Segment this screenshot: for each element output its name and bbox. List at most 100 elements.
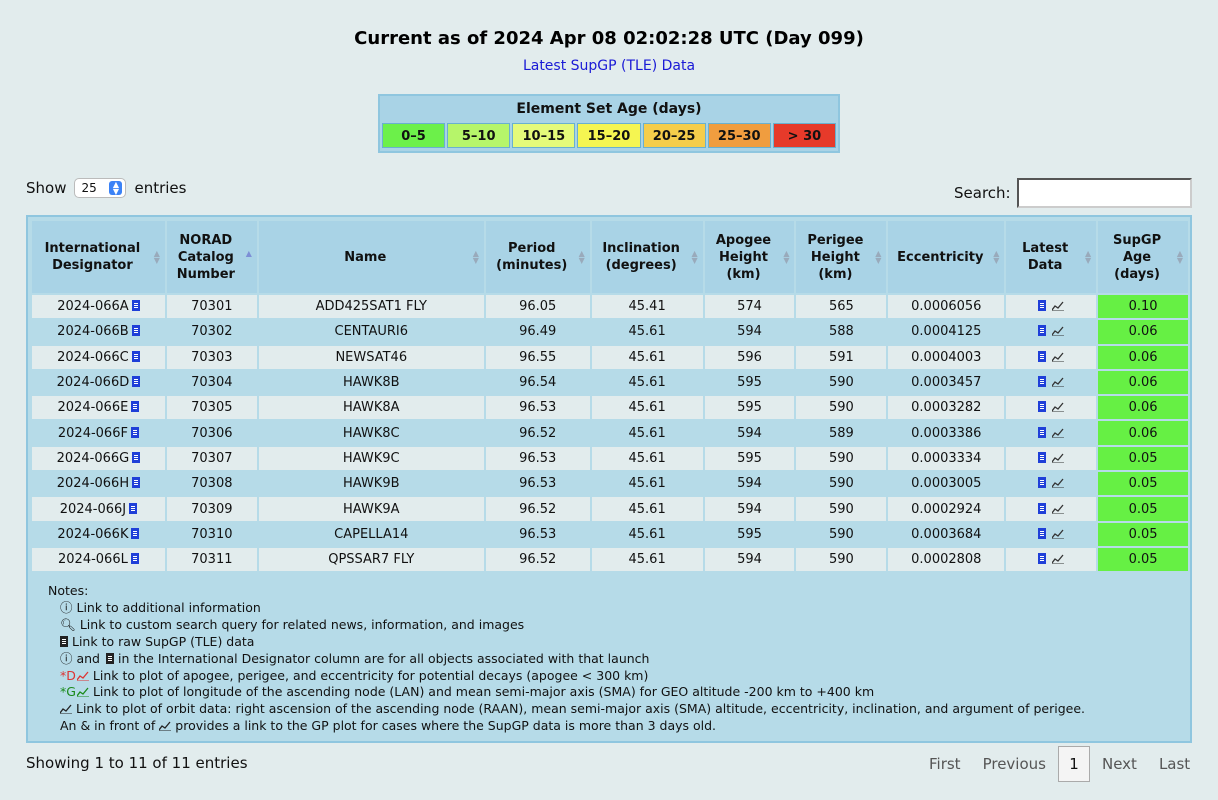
column-header[interactable]: Apogee Height (km) ▲ ▼	[704, 221, 795, 293]
designator-text: 2024-066D	[56, 375, 130, 391]
norad-cell: 70302	[166, 320, 257, 344]
period-cell: 96.55	[485, 345, 590, 369]
document-icon[interactable]	[1038, 300, 1047, 312]
column-header[interactable]: Name ▲ ▼	[258, 221, 484, 293]
orbit-chart-icon[interactable]	[1052, 478, 1065, 489]
document-icon[interactable]	[1038, 325, 1047, 337]
search-input[interactable]	[1016, 178, 1192, 208]
orbit-chart-icon[interactable]	[1052, 453, 1065, 463]
document-icon[interactable]	[1038, 401, 1047, 413]
previous-page-button[interactable]: Previous	[982, 755, 1046, 773]
orbit-chart-icon[interactable]	[1052, 402, 1065, 413]
last-page-button[interactable]: Last	[1158, 755, 1191, 773]
column-header-label: SupGP	[1112, 232, 1162, 248]
entries-select[interactable]: 25 ▲ ▼	[74, 178, 127, 198]
designator-cell: 2024-066J	[32, 497, 165, 521]
document-icon[interactable]	[1038, 553, 1047, 565]
period-cell: 96.49	[485, 320, 590, 344]
document-icon[interactable]	[1038, 477, 1047, 489]
age-cell: 0.05	[1098, 472, 1188, 496]
column-header-label: Perigee	[807, 232, 864, 248]
designator-cell: 2024-066D	[32, 370, 165, 395]
decay-chart-icon	[76, 671, 89, 681]
document-icon[interactable]	[132, 477, 141, 489]
column-header-label: Height	[719, 249, 768, 265]
perigee-cell: 589	[796, 421, 887, 445]
orbit-chart-icon[interactable]	[1052, 428, 1065, 438]
legend-title: Element Set Age (days)	[380, 96, 838, 123]
orbit-chart-icon[interactable]	[1052, 352, 1065, 362]
column-header[interactable]: Latest Data ▲ ▼	[1006, 221, 1097, 293]
orbit-chart-icon[interactable]	[1052, 529, 1065, 539]
document-icon[interactable]	[1038, 426, 1047, 438]
document-icon[interactable]	[129, 502, 138, 514]
column-header[interactable]: International Designator ▲ ▼	[32, 221, 165, 293]
note-intl-a: ⓘ and	[60, 650, 100, 666]
column-header[interactable]: SupGP Age (days) ▲ ▼	[1098, 221, 1188, 293]
eccentricity-cell: 0.0006056	[888, 295, 1005, 319]
column-header-label: (minutes)	[496, 258, 568, 273]
column-header[interactable]: NORAD Catalog Number ▲	[166, 221, 257, 293]
document-icon[interactable]	[131, 401, 140, 413]
document-icon[interactable]	[132, 451, 141, 463]
document-icon[interactable]	[131, 325, 140, 337]
name-cell: HAWK9C	[258, 446, 484, 471]
orbit-chart-icon[interactable]	[1052, 377, 1065, 388]
document-icon[interactable]	[130, 553, 139, 565]
legend-bin: 25–30	[707, 123, 771, 148]
norad-cell: 70308	[166, 472, 257, 496]
column-header-label: NORAD	[179, 232, 233, 248]
orbit-chart-icon[interactable]	[1052, 326, 1065, 337]
column-header[interactable]: Period (minutes) ▲ ▼	[485, 221, 590, 293]
document-icon[interactable]	[1038, 350, 1047, 362]
designator-text: 2024-066F	[57, 425, 128, 441]
column-header[interactable]: Eccentricity ▲ ▼	[888, 221, 1005, 293]
page-1-button[interactable]: 1	[1057, 746, 1090, 782]
name-cell: HAWK8A	[258, 396, 484, 420]
name-cell: HAWK8C	[258, 421, 484, 445]
designator-cell: 2024-066F	[32, 421, 165, 445]
inclination-cell: 45.61	[591, 345, 703, 369]
document-icon[interactable]	[132, 376, 141, 388]
pagination: First Previous 1 Next Last	[918, 746, 1201, 782]
column-header-label: International	[44, 241, 141, 256]
inclination-cell: 45.61	[591, 320, 703, 344]
inclination-cell: 45.61	[591, 497, 703, 521]
first-page-button[interactable]: First	[929, 755, 961, 773]
document-icon[interactable]	[1038, 527, 1047, 539]
orbit-chart-icon[interactable]	[1052, 301, 1065, 312]
document-icon[interactable]	[1038, 376, 1047, 388]
table-row: 2024-066E 70305 HAWK8A 96.53 45.61 595 590 0.00…	[32, 396, 1188, 420]
table-header-row: International Designator ▲ ▼ NORAD Catalog Num…	[32, 221, 1188, 293]
perigee-cell: 590	[796, 522, 887, 546]
orbit-chart-icon[interactable]	[1052, 504, 1065, 514]
document-icon[interactable]	[1038, 451, 1047, 463]
name-cell: HAWK9B	[258, 472, 484, 496]
document-icon[interactable]	[130, 426, 139, 438]
perigee-cell: 590	[796, 497, 887, 521]
document-icon[interactable]	[1038, 502, 1047, 514]
legend-bin: > 30	[772, 123, 836, 148]
perigee-cell: 590	[796, 547, 887, 572]
column-header[interactable]: Inclination (degrees) ▲ ▼	[591, 221, 703, 293]
document-icon[interactable]	[131, 350, 140, 362]
period-cell: 96.52	[485, 547, 590, 572]
eccentricity-cell: 0.0003684	[888, 522, 1005, 546]
orbit-chart-icon[interactable]	[1052, 554, 1065, 565]
apogee-cell: 594	[704, 472, 795, 496]
sort-arrows-icon: ▲ ▼	[691, 249, 698, 265]
column-header-label: Catalog	[177, 249, 234, 265]
column-header-label: Designator	[52, 258, 133, 273]
document-icon[interactable]	[131, 300, 140, 312]
latest-supgp-link[interactable]: Latest SupGP (TLE) Data	[522, 58, 696, 74]
next-page-button[interactable]: Next	[1101, 755, 1137, 773]
sort-arrows-icon: ▲ ▼	[1085, 249, 1092, 265]
apogee-cell: 574	[704, 295, 795, 319]
inclination-cell: 45.61	[591, 421, 703, 445]
apogee-cell: 594	[704, 497, 795, 521]
column-header-label: Inclination	[602, 241, 680, 256]
latest-data-cell	[1006, 320, 1097, 344]
document-icon[interactable]	[131, 527, 140, 539]
column-header[interactable]: Perigee Height (km) ▲ ▼	[796, 221, 887, 293]
apogee-cell: 594	[704, 421, 795, 445]
